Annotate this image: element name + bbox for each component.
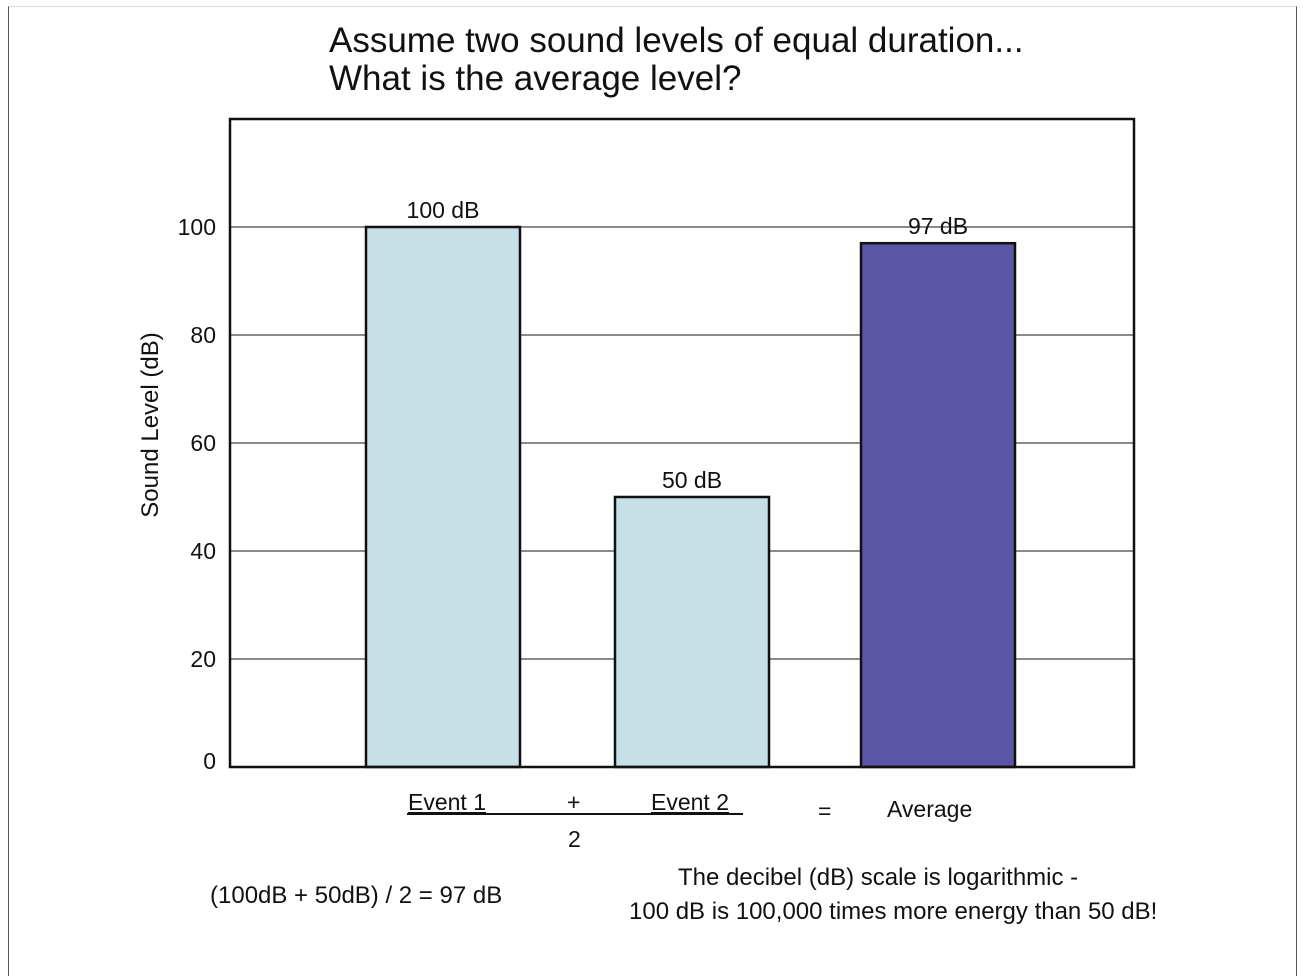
formula-divisor: 2 [568,826,581,852]
y-tick-label: 100 [178,214,216,240]
bar-average [859,241,1017,769]
y-tick-label: 60 [190,430,216,456]
y-axis-label: Sound Level (dB) [137,332,164,517]
y-tick-label: 40 [190,538,216,564]
bar-value-label: 50 dB [662,467,722,493]
fraction-bar [407,813,743,815]
chart-title-line-1: Assume two sound levels of equal duratio… [329,21,1024,60]
note-line-2: 100 dB is 100,000 times more energy than… [629,898,1158,925]
note-line-1: The decibel (dB) scale is logarithmic - [678,864,1079,891]
formula-plus: + [567,789,581,815]
chart-title-line-2: What is the average level? [329,59,742,98]
formula-average: Average [887,796,973,822]
bar-value-label: 100 dB [407,197,480,223]
formula-event-1: Event 1 [408,789,486,815]
y-tick-label: 20 [190,646,216,672]
bar-event-2 [613,495,771,769]
bar-event-1 [364,225,522,769]
plot-frame [228,117,1136,769]
y-tick-label: 80 [190,322,216,348]
formula-event-2: Event 2 [651,789,729,815]
bar-value-label: 97 dB [908,213,968,239]
y-tick-label: 0 [203,748,216,774]
formula-equals: = [818,798,832,824]
slide-frame [8,6,1297,976]
calculation-text: (100dB + 50dB) / 2 = 97 dB [210,882,503,909]
